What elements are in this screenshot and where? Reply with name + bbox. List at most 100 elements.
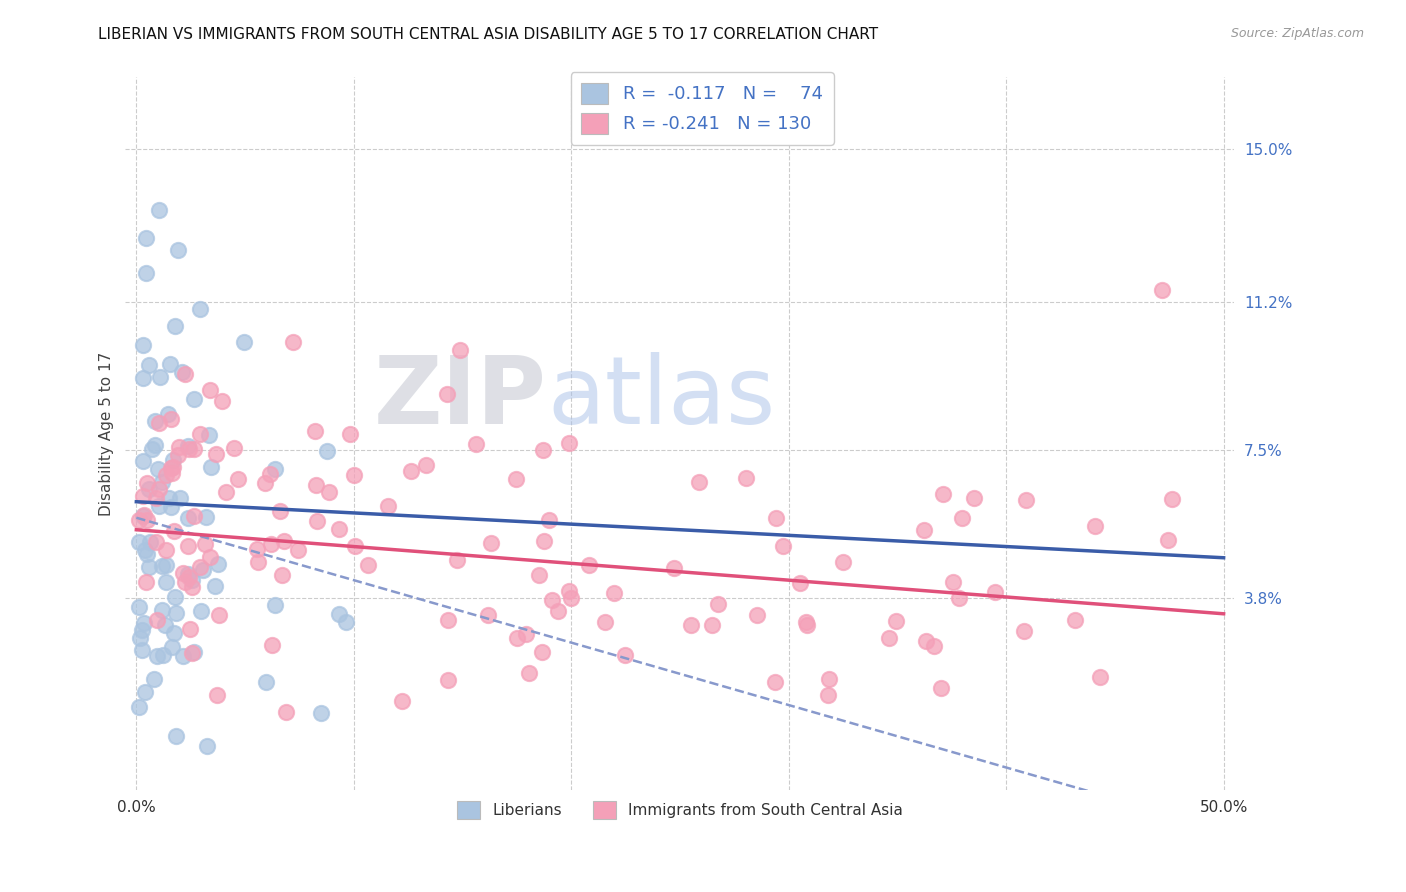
Point (167, 440, 190, 454)
Point (531, 442, 554, 457)
Point (328, 607, 350, 621)
Point (142, 672, 165, 686)
Point (204, 578, 226, 592)
Point (193, 563, 215, 577)
Point (179, 442, 201, 456)
Point (707, 597, 730, 611)
Point (477, 607, 499, 622)
Point (214, 485, 236, 500)
Point (160, 640, 183, 654)
Point (205, 688, 228, 702)
Point (436, 387, 458, 401)
Point (150, 603, 173, 617)
Point (436, 613, 458, 627)
Point (357, 558, 380, 572)
Point (593, 615, 616, 629)
Point (180, 580, 202, 594)
Point (174, 367, 197, 381)
Point (884, 614, 907, 628)
Point (145, 491, 167, 505)
Point (138, 358, 160, 372)
Point (135, 267, 157, 281)
Point (399, 464, 422, 478)
Point (148, 202, 170, 217)
Point (134, 685, 156, 699)
Point (172, 365, 194, 379)
Point (281, 334, 304, 349)
Point (148, 416, 170, 430)
Point (143, 414, 166, 428)
Point (146, 462, 169, 476)
Point (578, 558, 600, 572)
Point (264, 462, 287, 476)
Point (146, 613, 169, 627)
Point (318, 484, 340, 499)
Point (165, 729, 187, 743)
Point (772, 540, 794, 554)
Point (1157, 533, 1180, 547)
Point (128, 513, 150, 527)
Point (538, 513, 561, 527)
Point (138, 560, 160, 574)
Point (143, 438, 166, 452)
Point (183, 392, 205, 406)
Point (132, 508, 155, 523)
Point (602, 585, 624, 599)
Point (198, 550, 221, 565)
Point (157, 407, 180, 421)
Point (167, 448, 190, 462)
Point (316, 443, 339, 458)
Point (174, 574, 197, 589)
Point (924, 639, 946, 653)
Point (131, 371, 153, 385)
Point (128, 535, 150, 549)
Point (135, 513, 157, 527)
Point (165, 591, 187, 605)
Point (948, 591, 970, 605)
Point (541, 593, 564, 607)
Point (169, 491, 191, 506)
Point (181, 646, 204, 660)
Point (932, 487, 955, 501)
Point (912, 523, 935, 537)
Point (531, 645, 554, 659)
Point (506, 631, 529, 645)
Point (132, 338, 155, 352)
Point (662, 561, 685, 575)
Point (190, 604, 212, 618)
Point (177, 438, 200, 452)
Point (681, 618, 703, 632)
Point (963, 491, 986, 505)
Point (1064, 613, 1087, 627)
Point (1161, 492, 1184, 507)
Point (165, 606, 187, 620)
Point (274, 705, 297, 719)
Point (557, 436, 579, 450)
Point (983, 585, 1005, 599)
Point (832, 555, 855, 569)
Point (172, 648, 194, 663)
Point (339, 427, 361, 442)
Point (260, 537, 283, 551)
Point (148, 482, 170, 496)
Point (1014, 624, 1036, 639)
Point (547, 603, 569, 617)
Point (132, 616, 155, 631)
Point (269, 504, 291, 518)
Point (157, 491, 180, 505)
Point (160, 461, 183, 475)
Point (789, 575, 811, 590)
Point (305, 478, 328, 492)
Point (560, 591, 582, 605)
Point (253, 476, 276, 491)
Point (328, 522, 350, 536)
Point (179, 622, 201, 636)
Point (131, 642, 153, 657)
Point (527, 567, 550, 582)
Point (796, 618, 818, 632)
Point (929, 681, 952, 695)
Point (208, 607, 231, 622)
Point (817, 688, 839, 702)
Point (1084, 519, 1107, 533)
Point (479, 536, 502, 550)
